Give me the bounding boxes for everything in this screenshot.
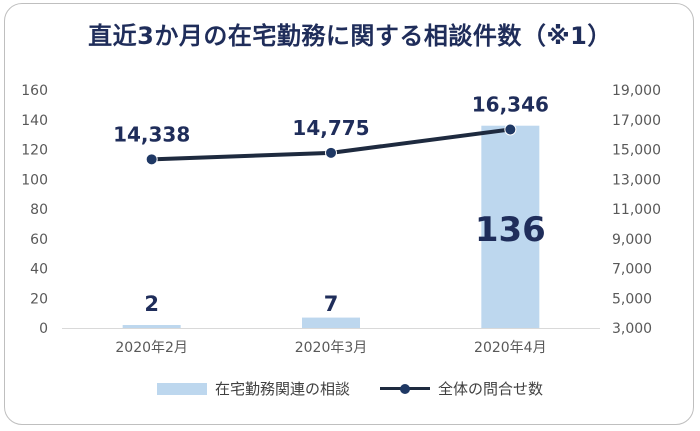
y-right-tick-label: 7,000 <box>612 262 652 278</box>
y-left-tick-label: 20 <box>30 291 48 307</box>
x-tick-label: 2020年2月 <box>115 340 188 356</box>
x-tick-label: 2020年4月 <box>474 340 547 356</box>
y-right-tick-label: 15,000 <box>612 143 661 159</box>
y-left-tick-label: 80 <box>30 202 48 218</box>
line-data-label: 14,338 <box>113 122 190 146</box>
y-right-tick-label: 9,000 <box>612 232 652 248</box>
y-right-tick-label: 13,000 <box>612 172 661 188</box>
y-right-tick-label: 5,000 <box>612 291 652 307</box>
chart-frame <box>4 3 694 425</box>
line-data-label: 16,346 <box>472 92 549 116</box>
y-right-tick-label: 19,000 <box>612 83 661 99</box>
bar-data-label: 2 <box>144 292 159 316</box>
legend-label-bar: 在宅勤務関連の相談 <box>214 380 350 398</box>
y-right-tick-label: 3,000 <box>612 321 652 337</box>
legend-swatch-line <box>380 383 430 395</box>
bar <box>302 317 360 328</box>
legend-item-line: 全体の問合せ数 <box>380 378 543 399</box>
bar <box>122 325 181 328</box>
line-point <box>504 123 517 136</box>
y-left-tick-label: 120 <box>21 143 48 159</box>
line-point <box>325 146 337 159</box>
y-left-tick-label: 140 <box>21 113 48 129</box>
line-data-label: 14,775 <box>292 116 369 140</box>
y-left-tick-label: 40 <box>30 262 48 278</box>
y-left-tick-label: 60 <box>30 232 48 248</box>
y-right-tick-label: 17,000 <box>612 113 661 129</box>
legend-label-line: 全体の問合せ数 <box>438 380 544 398</box>
bar <box>481 125 540 328</box>
legend-item-bar: 在宅勤務関連の相談 <box>156 378 350 399</box>
legend: 在宅勤務関連の相談 全体の問合せ数 <box>0 378 700 399</box>
chart-title: 直近3か月の在宅勤務に関する相談件数（※1） <box>88 22 612 50</box>
line-point <box>145 153 158 166</box>
y-left-tick-label: 160 <box>21 83 48 99</box>
y-left-tick-label: 100 <box>21 172 48 188</box>
bar-data-label: 7 <box>324 292 339 316</box>
legend-swatch-bar <box>156 382 207 395</box>
x-tick-label: 2020年3月 <box>295 340 368 356</box>
bar-data-label: 136 <box>475 210 546 250</box>
y-left-tick-label: 0 <box>39 321 48 337</box>
y-right-tick-label: 11,000 <box>612 202 661 218</box>
